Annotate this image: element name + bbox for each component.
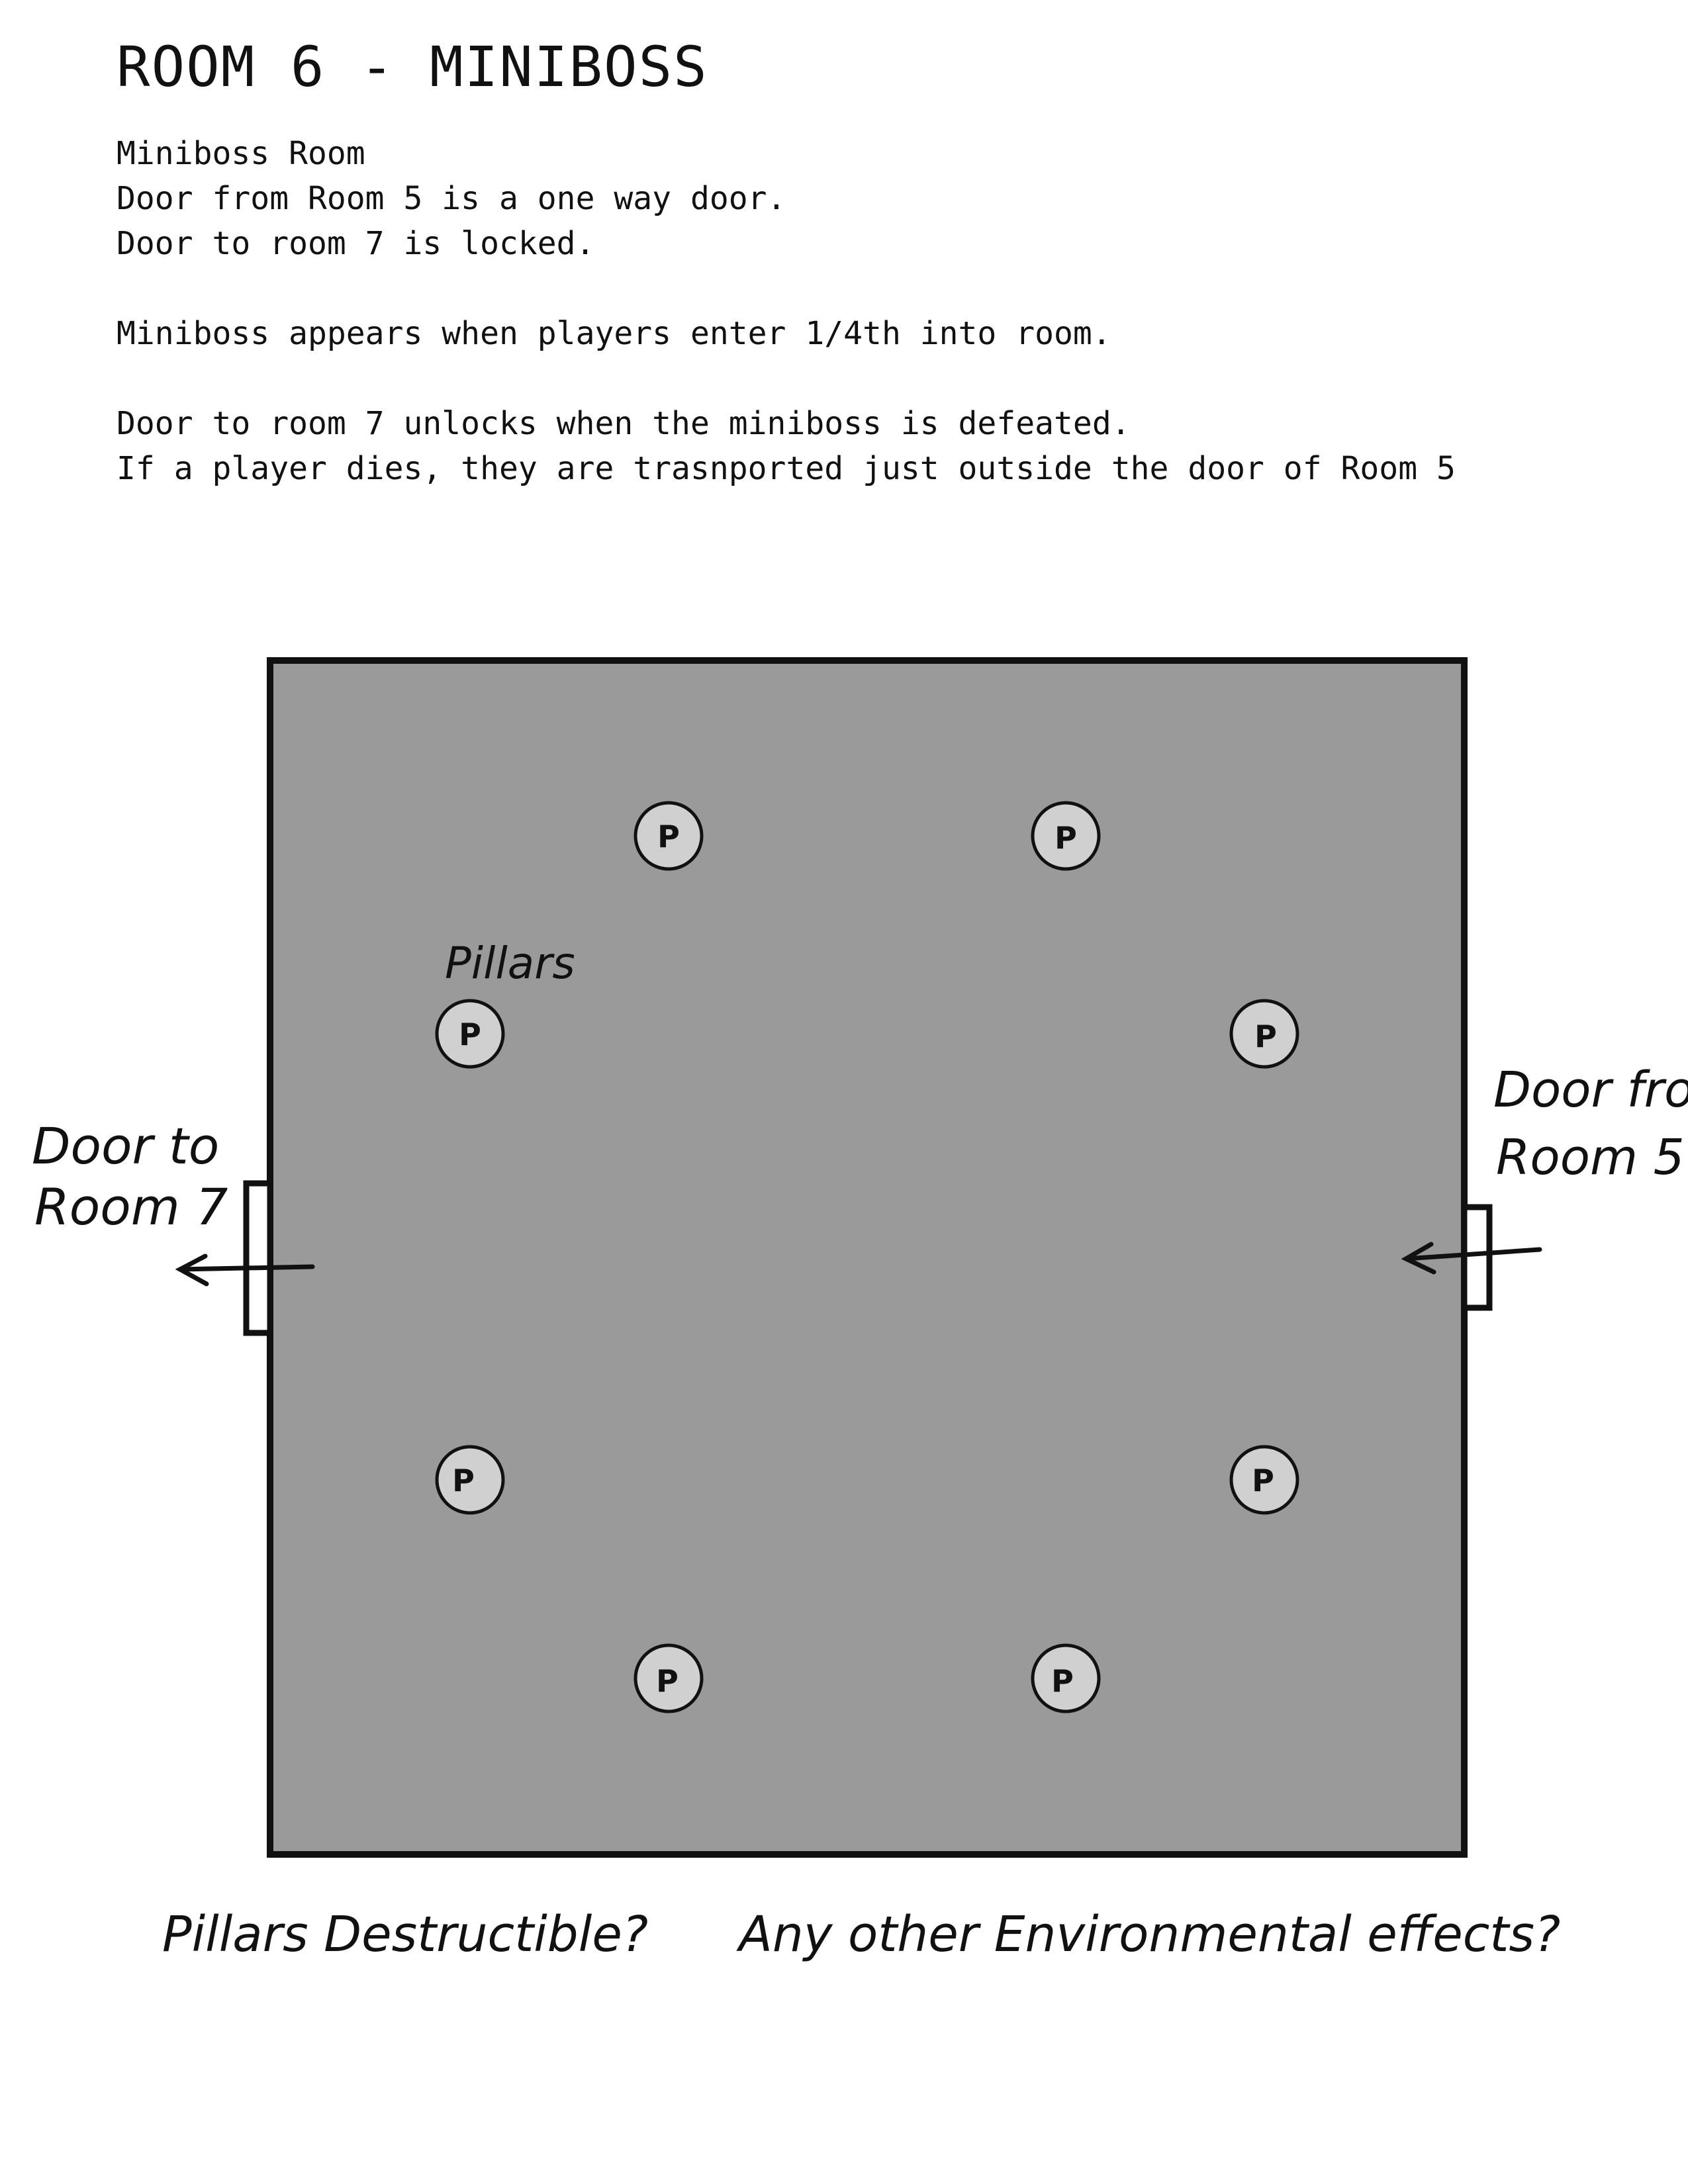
door-from-room-5-arrow [1401, 1242, 1542, 1275]
pillar-label: P [452, 1463, 475, 1498]
design-questions: Pillars Destructible? Any other Environm… [162, 1906, 1560, 1963]
note-miniboss-trigger: Miniboss appears when players enter 1/4t… [117, 315, 1111, 352]
door-to-room-7-arrow [175, 1253, 315, 1287]
pillar-label: P [1055, 820, 1077, 856]
note-door-unlock: Door to room 7 unlocks when the miniboss… [117, 405, 1131, 442]
note-player-death: If a player dies, they are trasnported j… [117, 450, 1456, 487]
door-to-label-line2: Room 7 [34, 1177, 228, 1236]
door-from-label-line2: Room 5 [1496, 1129, 1685, 1186]
pillar-label: P [1254, 1019, 1277, 1054]
pillar: P [1229, 1445, 1299, 1515]
door-to-room-7 [243, 1180, 273, 1336]
pillar-label: P [459, 1017, 481, 1052]
question-pillars-destructible: Pillars Destructible? [162, 1906, 649, 1963]
note-room-type: Miniboss Room [117, 135, 365, 172]
note-one-way-door: Door from Room 5 is a one way door. [117, 180, 786, 217]
door-from-label-line1: Door from [1493, 1062, 1688, 1118]
door-to-label-line1: Door to [32, 1116, 219, 1175]
pillar: P [633, 1643, 704, 1713]
room-notes: Miniboss Room Door from Room 5 is a one … [117, 131, 1456, 491]
pillar-label: P [1051, 1663, 1074, 1699]
note-locked-door: Door to room 7 is locked. [117, 225, 595, 262]
question-environmental-effects: Any other Environmental effects? [739, 1906, 1561, 1963]
pillar: P [1031, 801, 1101, 871]
pillar: P [1229, 999, 1299, 1069]
pillar: P [633, 801, 704, 871]
door-from-room-5 [1461, 1204, 1493, 1311]
pillar-label: P [1252, 1463, 1274, 1498]
page-title: ROOM 6 - MINIBOSS [117, 34, 708, 99]
pillar: P [435, 999, 505, 1069]
pillar: P [1031, 1643, 1101, 1713]
room-floor [267, 657, 1468, 1858]
pillars-annotation: Pillars [445, 938, 575, 989]
pillar: P [435, 1445, 505, 1515]
pillar-label: P [657, 819, 680, 854]
pillar-label: P [656, 1663, 679, 1699]
